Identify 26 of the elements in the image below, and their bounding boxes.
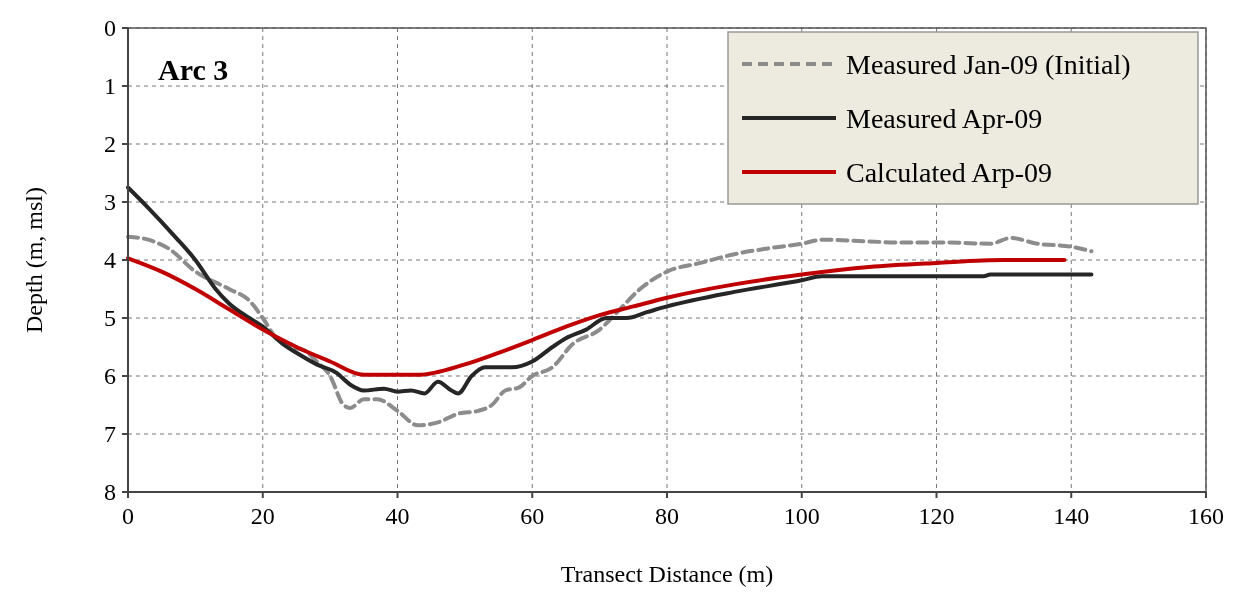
- y-tick-label: 4: [104, 247, 116, 274]
- line-series: [126, 234, 1094, 428]
- text: Arc 3: [158, 53, 229, 86]
- y-axis-title: Depth (m, msl): [21, 187, 47, 333]
- y-tick-label: 3: [104, 189, 116, 216]
- y-tick-label: 7: [104, 421, 116, 448]
- y-tick-label: 5: [104, 305, 116, 332]
- legend-label: Calculated Arp-09: [846, 156, 1053, 188]
- x-axis-title: Transect Distance (m): [560, 561, 774, 587]
- y-tick-label: 8: [104, 479, 116, 506]
- x-tick-label: 60: [520, 503, 545, 529]
- x-tick-label: 20: [250, 503, 275, 529]
- x-tick-label: 160: [1188, 503, 1224, 529]
- legend-label: Measured Apr-09: [846, 102, 1043, 134]
- x-tick-label: 0: [122, 503, 134, 529]
- x-tick-label: 100: [783, 503, 820, 529]
- x-tick-label: 140: [1053, 503, 1090, 529]
- line-series: [126, 256, 1067, 377]
- x-tick-label: 40: [385, 503, 410, 529]
- x-tick-label: 80: [655, 503, 679, 529]
- x-tick-label: 120: [918, 503, 955, 529]
- y-tick-label: 6: [104, 363, 116, 390]
- legend-label: Measured Jan-09 (Initial): [846, 48, 1131, 80]
- y-tick-label: 1: [104, 73, 116, 100]
- y-tick-label: 2: [104, 131, 116, 158]
- y-tick-label: 0: [104, 15, 116, 42]
